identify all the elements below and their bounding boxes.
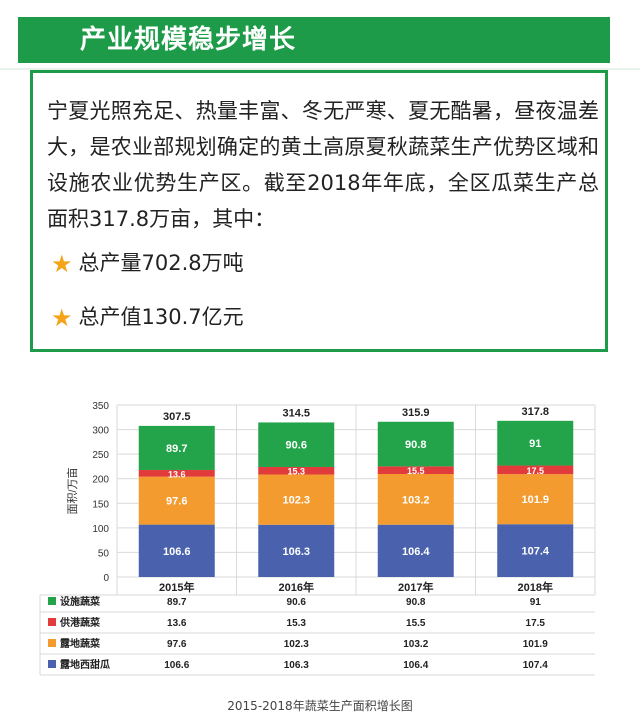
bar-value-label: 90.8	[405, 439, 426, 451]
star-icon: ★	[51, 250, 73, 278]
bar-total-label: 314.5	[282, 407, 310, 419]
legend-label: 露地西甜瓜	[60, 658, 110, 671]
bar-value-label: 13.6	[168, 469, 186, 479]
stat-value-text: 总产值130.7亿元	[79, 305, 244, 329]
x-tick-label: 2018年	[518, 580, 553, 594]
legend-swatch	[48, 597, 56, 605]
y-tick-label: 50	[98, 548, 110, 559]
x-tick-label: 2016年	[279, 580, 314, 594]
area-chart-container: 面积/万亩 0 50 100 150 200 250 300 350 106.6 97.6 13.6 8…	[0, 395, 640, 695]
bar-value-label: 103.2	[402, 494, 430, 506]
star-icon: ★	[51, 304, 73, 332]
y-axis-label: 面积/万亩	[65, 467, 79, 514]
y-tick-label: 250	[92, 450, 109, 461]
y-tick-label: 350	[92, 401, 109, 412]
bar-value-label: 15.5	[407, 466, 425, 476]
y-tick-label: 200	[92, 475, 109, 486]
table-cell: 91	[530, 597, 542, 608]
table-cell: 106.6	[164, 660, 189, 671]
table-cell: 107.4	[523, 660, 548, 671]
table-cell: 90.8	[406, 597, 426, 608]
x-tick-label: 2017年	[398, 580, 433, 594]
y-tick-label: 150	[92, 499, 109, 510]
bar-value-label: 91	[529, 438, 541, 450]
bar-value-label: 97.6	[166, 496, 187, 508]
section-title: 产业规模稳步增长	[80, 17, 296, 63]
intro-panel: 宁夏光照充足、热量丰富、冬无严寒、夏无酷暑，昼夜温差大，是农业部规划确定的黄土高…	[30, 70, 608, 352]
legend-swatch	[48, 618, 56, 626]
table-cell: 15.5	[406, 618, 426, 629]
bar-value-label: 89.7	[166, 443, 187, 455]
legend-swatch	[48, 639, 56, 647]
stat-output-text: 总产量702.8万吨	[79, 251, 244, 275]
bar-value-label: 17.5	[526, 466, 544, 476]
legend-label: 露地蔬菜	[60, 637, 101, 650]
table-cell: 106.3	[284, 660, 309, 671]
bar-value-label: 15.3	[287, 467, 305, 477]
legend-label: 设施蔬菜	[60, 595, 101, 608]
y-tick-label: 100	[92, 524, 109, 535]
table-cell: 17.5	[526, 618, 546, 629]
bar-value-label: 107.4	[521, 546, 549, 558]
legend-label: 供港蔬菜	[59, 616, 101, 629]
stat-output: ★ 总产量702.8万吨	[51, 247, 244, 278]
bar-total-label: 307.5	[163, 411, 191, 423]
bar-value-label: 106.6	[163, 546, 191, 558]
bar-total-label: 315.9	[402, 407, 430, 419]
bar-value-label: 102.3	[282, 495, 310, 507]
table-cell: 90.6	[287, 597, 307, 608]
table-cell: 89.7	[167, 597, 187, 608]
bar-value-label: 106.4	[402, 546, 430, 558]
bar-value-label: 101.9	[521, 494, 549, 506]
bar-value-label: 90.6	[286, 440, 307, 452]
table-cell: 13.6	[167, 618, 187, 629]
x-tick-label: 2015年	[159, 580, 194, 594]
table-cell: 97.6	[167, 639, 187, 650]
table-cell: 101.9	[523, 639, 548, 650]
y-tick-label: 0	[103, 573, 109, 584]
table-cell: 102.3	[284, 639, 309, 650]
bar-value-label: 106.3	[282, 546, 310, 558]
stacked-bar-chart: 面积/万亩 0 50 100 150 200 250 300 350 106.6 97.6 13.6 8…	[0, 395, 640, 695]
section-header: 产业规模稳步增长	[30, 17, 610, 63]
table-cell: 15.3	[287, 618, 307, 629]
table-cell: 103.2	[403, 639, 428, 650]
bar-total-label: 317.8	[521, 406, 549, 418]
table-cell: 106.4	[403, 660, 428, 671]
chart-caption: 2015-2018年蔬菜生产面积增长图	[0, 697, 640, 714]
intro-paragraph: 宁夏光照充足、热量丰富、冬无严寒、夏无酷暑，昼夜温差大，是农业部规划确定的黄土高…	[47, 93, 599, 237]
legend-swatch	[48, 660, 56, 668]
y-tick-label: 300	[92, 426, 109, 437]
stat-value: ★ 总产值130.7亿元	[51, 301, 244, 332]
